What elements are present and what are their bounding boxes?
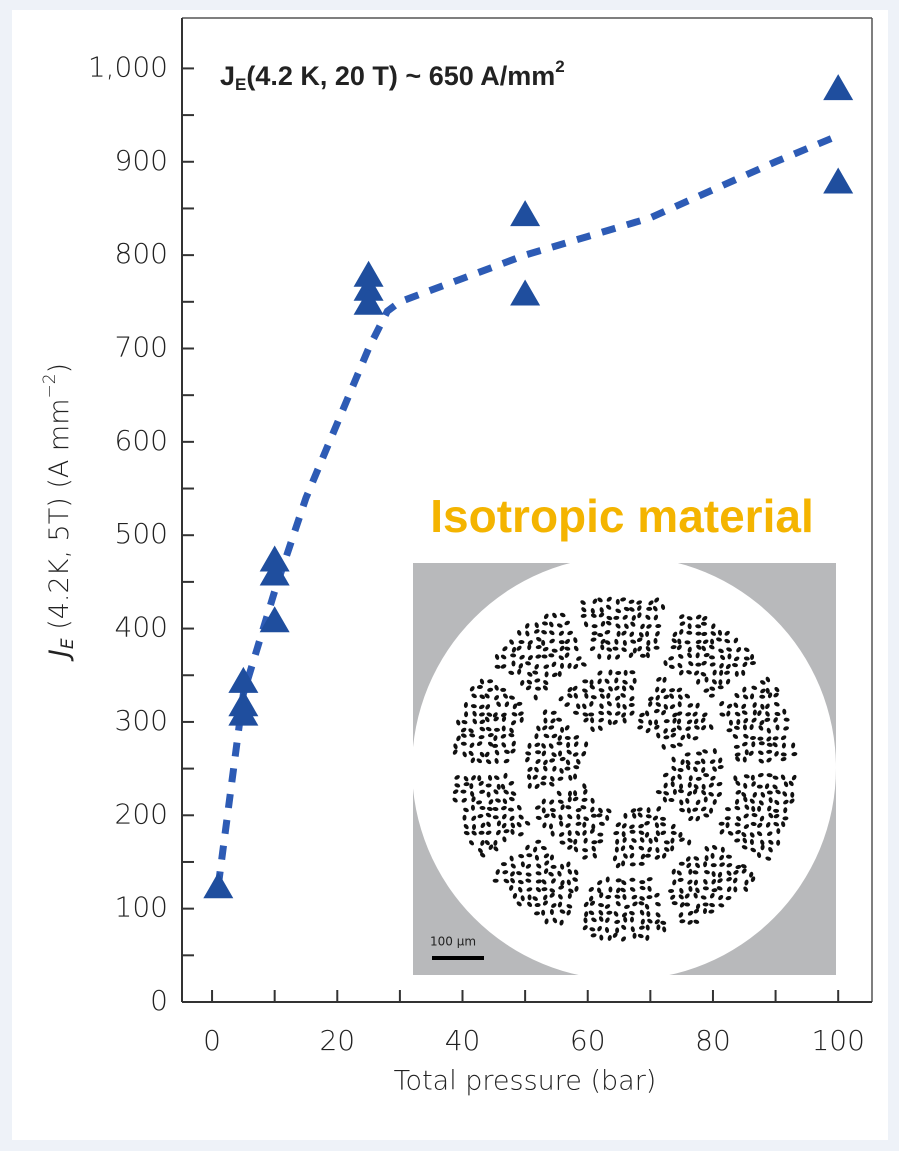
y-label-sub: E <box>58 638 78 649</box>
scale-bar-label: 100 µm <box>430 935 476 949</box>
x-tick-label: 60 <box>570 1024 606 1057</box>
inset: 100 µm <box>412 556 836 980</box>
filament <box>511 660 515 666</box>
filament <box>616 599 620 605</box>
y-label-sup: −2 <box>40 373 60 398</box>
y-label-rest: (4.2K, 5T) (A mm <box>44 398 75 638</box>
x-tick-label: 80 <box>695 1024 731 1057</box>
x-tick-label: 20 <box>319 1024 355 1057</box>
y-tick-label: 400 <box>115 611 168 644</box>
y-tick-label: 300 <box>115 704 168 737</box>
annotation-rest: (4.2 K, 20 T) ~ 650 A/mm <box>246 61 555 91</box>
y-tick-label: 600 <box>115 424 168 457</box>
annotation-sub: E <box>235 75 246 94</box>
y-tick-label: 200 <box>115 797 168 830</box>
filament <box>500 688 506 692</box>
x-tick-label: 100 <box>811 1024 864 1057</box>
y-tick-label: 700 <box>115 330 168 363</box>
x-axis-label: Total pressure (bar) <box>394 1066 657 1097</box>
filament <box>493 879 499 883</box>
y-tick-label: 800 <box>115 237 168 270</box>
y-tick-label: 100 <box>115 891 168 924</box>
y-tick-label: 1,000 <box>88 50 168 83</box>
y-tick-label: 500 <box>115 517 168 550</box>
y-tick-label: 0 <box>150 984 168 1017</box>
filament <box>630 830 636 834</box>
filament <box>735 671 739 677</box>
annotation-main: J <box>220 61 235 91</box>
y-axis-label: JE (4.2K, 5T) (A mm−2) <box>40 363 78 662</box>
annotation: JE(4.2 K, 20 T) ~ 650 A/mm2 <box>220 57 565 94</box>
chart: 100 µm Isotropic material JE(4.2 K, 20 T… <box>0 0 899 1151</box>
y-label-end: ) <box>44 363 75 374</box>
y-tick-label: 900 <box>115 144 168 177</box>
x-tick-label: 40 <box>445 1024 481 1057</box>
x-tick-label: 0 <box>203 1024 221 1057</box>
annotation-sup: 2 <box>555 57 564 76</box>
inset-title: Isotropic material <box>430 490 813 542</box>
filament <box>624 670 628 676</box>
filament <box>711 863 717 867</box>
filament <box>588 712 594 716</box>
